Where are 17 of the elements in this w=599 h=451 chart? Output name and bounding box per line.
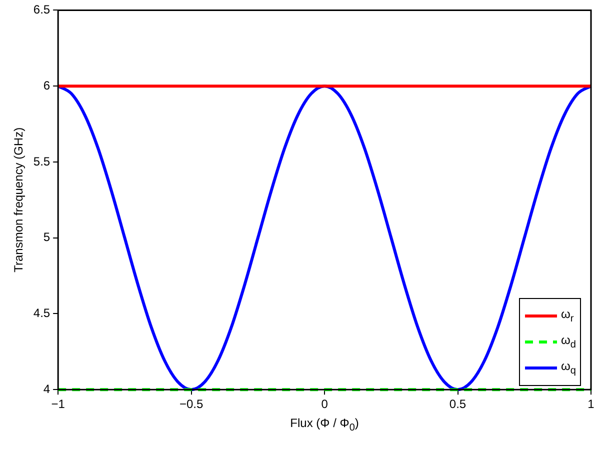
legend-label: ω$_{q}$ [561, 358, 576, 376]
x-tick-label: 1 [588, 397, 595, 412]
y-tick-label: 5 [43, 230, 50, 244]
line-series [56, 84, 592, 392]
x-axis-title: Flux (Φ / Φ$_{0}$) [289, 416, 360, 433]
y-tick-label: 5.5 [33, 154, 50, 168]
x-tick-label: 0 [321, 397, 328, 412]
legend-label: ω$_{d}$ [561, 332, 576, 350]
y-tick-label: 6 [43, 78, 50, 92]
x-tick-label: 0.5 [449, 397, 466, 412]
y-tick-label: 4 [43, 382, 50, 396]
legend-label: ω$_{r}$ [561, 306, 574, 324]
x-tick-label: −0.5 [179, 397, 204, 412]
y-tick-label: 4.5 [33, 306, 50, 320]
x-tick-label: −1 [51, 397, 66, 412]
y-axis-title: Transmon frequency (GHz) [12, 127, 26, 272]
y-tick-label: 6.5 [33, 2, 50, 17]
